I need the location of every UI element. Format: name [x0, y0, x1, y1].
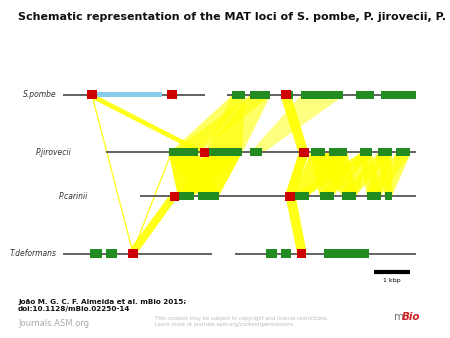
Bar — [128, 249, 138, 258]
Polygon shape — [169, 153, 219, 195]
Bar — [281, 249, 291, 258]
Bar — [285, 192, 295, 200]
Bar — [170, 192, 179, 200]
Bar — [299, 148, 309, 156]
Bar — [396, 148, 410, 156]
Bar — [324, 249, 369, 258]
Text: P.carinii: P.carinii — [58, 192, 88, 200]
Bar — [297, 249, 306, 258]
Bar — [310, 148, 325, 156]
Bar — [367, 192, 381, 200]
Polygon shape — [310, 153, 356, 195]
Bar — [250, 91, 270, 99]
Text: S.pombe: S.pombe — [22, 90, 56, 99]
Bar — [281, 90, 291, 99]
Polygon shape — [310, 153, 347, 195]
Polygon shape — [178, 153, 242, 195]
Polygon shape — [342, 153, 372, 195]
Text: João M. G. C. F. Almeida et al. mBio 2015;
doi:10.1128/mBio.02250-14: João M. G. C. F. Almeida et al. mBio 201… — [18, 299, 186, 312]
Text: m: m — [394, 312, 404, 322]
Bar — [97, 92, 162, 97]
Polygon shape — [294, 153, 347, 195]
Text: P.jirovecii: P.jirovecii — [36, 148, 72, 156]
Bar — [167, 90, 177, 99]
Text: 1 kbp: 1 kbp — [382, 278, 400, 283]
Polygon shape — [378, 153, 392, 195]
Bar — [169, 148, 198, 156]
Polygon shape — [385, 153, 410, 195]
Text: Schematic representation of the MAT loci of S. pombe, P. jirovecii, P. carinii, : Schematic representation of the MAT loci… — [18, 12, 450, 22]
Bar — [360, 148, 372, 156]
Polygon shape — [204, 96, 270, 153]
Bar — [90, 249, 102, 258]
Bar — [301, 91, 343, 99]
Text: Bio: Bio — [401, 312, 420, 322]
Polygon shape — [342, 153, 392, 195]
Bar — [200, 148, 209, 156]
Polygon shape — [204, 96, 245, 153]
Bar — [378, 148, 392, 156]
Bar — [178, 192, 194, 200]
Polygon shape — [360, 153, 381, 195]
Text: This content may be subject to copyright and license restrictions.
Learn more at: This content may be subject to copyright… — [155, 316, 329, 327]
Polygon shape — [285, 195, 306, 252]
Bar — [385, 192, 392, 200]
Polygon shape — [169, 96, 270, 153]
Polygon shape — [87, 96, 209, 153]
Polygon shape — [367, 153, 392, 195]
Bar — [286, 91, 293, 99]
Bar — [87, 90, 97, 99]
Bar — [294, 192, 309, 200]
Text: T.deformans: T.deformans — [9, 249, 56, 258]
Bar — [250, 148, 262, 156]
Text: Journals.ASM.org: Journals.ASM.org — [18, 319, 89, 329]
Bar — [356, 91, 374, 99]
Bar — [106, 249, 117, 258]
Polygon shape — [169, 153, 198, 195]
Bar — [266, 249, 277, 258]
Bar — [381, 91, 416, 99]
Polygon shape — [367, 153, 410, 195]
Polygon shape — [285, 153, 309, 195]
Bar — [204, 148, 242, 156]
Polygon shape — [169, 96, 245, 153]
Bar — [320, 192, 334, 200]
Bar — [232, 91, 245, 99]
Polygon shape — [198, 153, 242, 195]
Bar — [328, 148, 347, 156]
Bar — [198, 192, 219, 200]
Polygon shape — [128, 195, 179, 252]
Bar — [342, 192, 356, 200]
Polygon shape — [294, 153, 372, 195]
Polygon shape — [320, 153, 372, 195]
Polygon shape — [281, 96, 309, 153]
Polygon shape — [250, 96, 343, 153]
